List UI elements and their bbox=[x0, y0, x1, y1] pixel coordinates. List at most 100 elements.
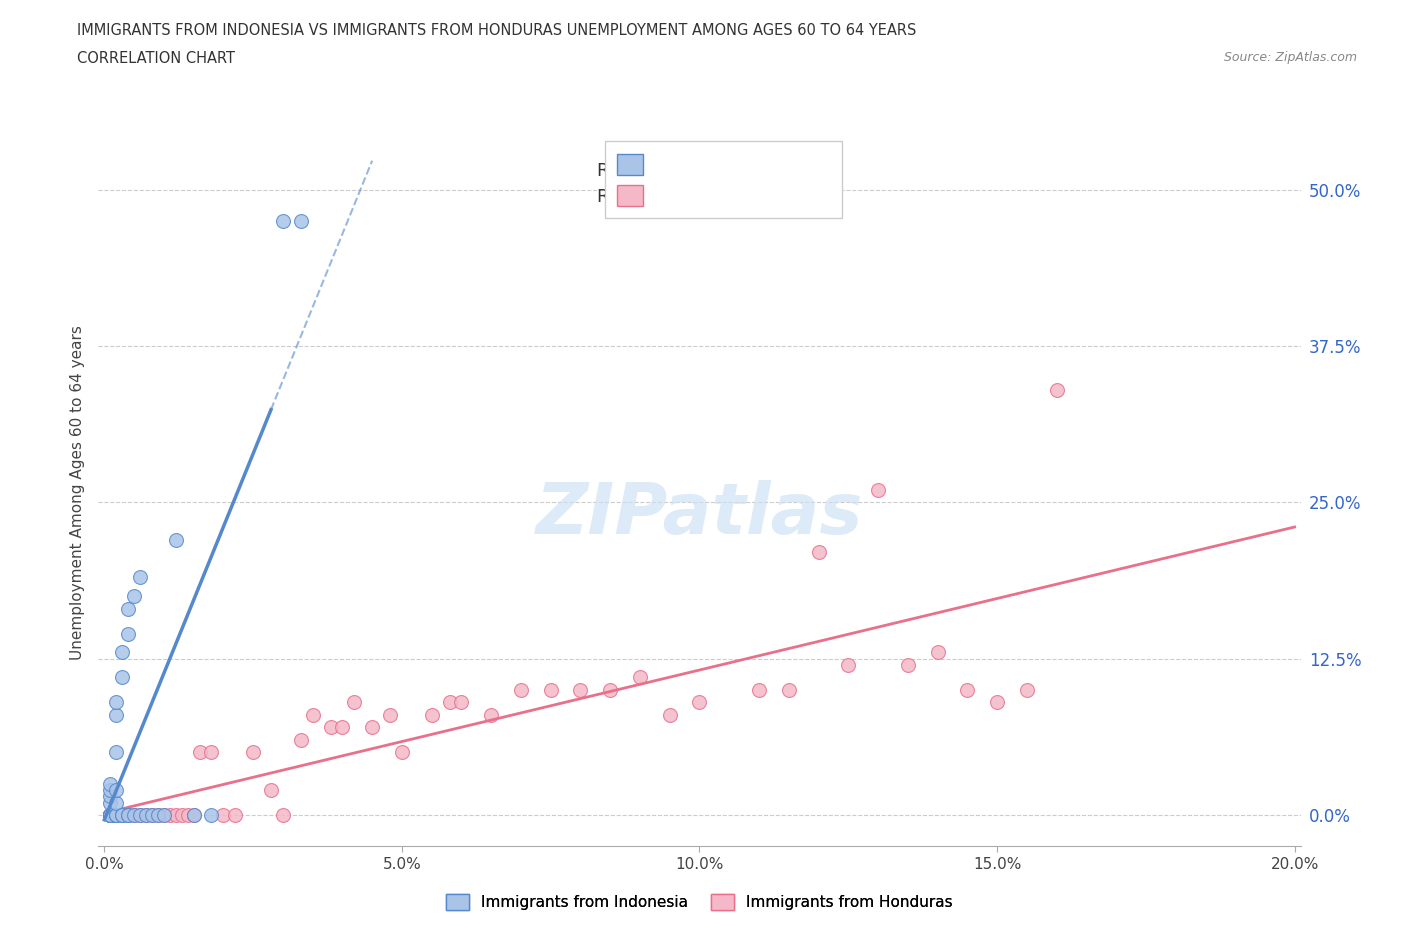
Point bbox=[212, 807, 235, 822]
Point bbox=[748, 683, 770, 698]
Point bbox=[141, 807, 163, 822]
Point bbox=[510, 683, 533, 698]
Text: ZIPatlas: ZIPatlas bbox=[536, 480, 863, 549]
Point bbox=[111, 645, 134, 660]
Point bbox=[105, 708, 128, 723]
Point bbox=[361, 720, 384, 735]
Point bbox=[153, 807, 176, 822]
Point bbox=[117, 807, 139, 822]
Point bbox=[439, 695, 461, 710]
Text: 52: 52 bbox=[735, 189, 761, 206]
Text: 0.483: 0.483 bbox=[638, 189, 695, 206]
Point bbox=[105, 782, 128, 797]
Point bbox=[98, 807, 121, 822]
Point bbox=[165, 807, 187, 822]
Point bbox=[837, 658, 859, 672]
Point bbox=[986, 695, 1008, 710]
Point bbox=[1045, 382, 1067, 397]
Point bbox=[628, 670, 651, 684]
Point bbox=[98, 807, 121, 822]
Point bbox=[301, 708, 323, 723]
Point bbox=[540, 683, 562, 698]
Point bbox=[271, 213, 294, 228]
Point bbox=[159, 807, 181, 822]
Text: N =: N = bbox=[689, 189, 740, 206]
Point bbox=[111, 807, 134, 822]
Point bbox=[807, 545, 830, 560]
Point bbox=[111, 670, 134, 684]
Text: 0.847: 0.847 bbox=[638, 163, 695, 180]
Point bbox=[122, 589, 145, 604]
Point bbox=[260, 782, 283, 797]
Point bbox=[111, 807, 134, 822]
Point bbox=[98, 807, 121, 822]
Point bbox=[688, 695, 710, 710]
Point bbox=[98, 807, 121, 822]
Point bbox=[135, 807, 157, 822]
Point bbox=[105, 795, 128, 810]
Point bbox=[105, 807, 128, 822]
Text: IMMIGRANTS FROM INDONESIA VS IMMIGRANTS FROM HONDURAS UNEMPLOYMENT AMONG AGES 60: IMMIGRANTS FROM INDONESIA VS IMMIGRANTS … bbox=[77, 23, 917, 38]
Point bbox=[420, 708, 443, 723]
Point bbox=[332, 720, 354, 735]
Text: CORRELATION CHART: CORRELATION CHART bbox=[77, 51, 235, 66]
Point bbox=[98, 789, 121, 804]
Point bbox=[927, 645, 949, 660]
Point bbox=[170, 807, 193, 822]
Point bbox=[105, 745, 128, 760]
Point bbox=[117, 807, 139, 822]
Point bbox=[98, 782, 121, 797]
Point bbox=[98, 807, 121, 822]
Point bbox=[569, 683, 592, 698]
Point bbox=[183, 807, 205, 822]
Point bbox=[183, 807, 205, 822]
Point bbox=[165, 532, 187, 547]
Point bbox=[1015, 683, 1038, 698]
Point bbox=[479, 708, 502, 723]
Y-axis label: Unemployment Among Ages 60 to 64 years: Unemployment Among Ages 60 to 64 years bbox=[69, 326, 84, 660]
Point bbox=[105, 695, 128, 710]
Point bbox=[599, 683, 621, 698]
Point bbox=[897, 658, 920, 672]
Point bbox=[200, 807, 222, 822]
Point bbox=[146, 807, 169, 822]
Point bbox=[129, 807, 152, 822]
Point bbox=[450, 695, 472, 710]
Point bbox=[105, 807, 128, 822]
Text: Source: ZipAtlas.com: Source: ZipAtlas.com bbox=[1223, 51, 1357, 64]
Point bbox=[98, 807, 121, 822]
Point bbox=[122, 807, 145, 822]
Point bbox=[200, 745, 222, 760]
Point bbox=[956, 683, 979, 698]
Point bbox=[117, 626, 139, 641]
Point bbox=[153, 807, 176, 822]
Point bbox=[135, 807, 157, 822]
Point bbox=[146, 807, 169, 822]
Point bbox=[129, 807, 152, 822]
Point bbox=[242, 745, 264, 760]
Point bbox=[378, 708, 401, 723]
Point bbox=[271, 807, 294, 822]
Point bbox=[290, 213, 312, 228]
Point bbox=[111, 807, 134, 822]
Point bbox=[224, 807, 246, 822]
Text: R =: R = bbox=[598, 189, 637, 206]
Point bbox=[105, 807, 128, 822]
Point bbox=[188, 745, 211, 760]
Point bbox=[98, 777, 121, 791]
Point bbox=[176, 807, 198, 822]
Point bbox=[117, 807, 139, 822]
Point bbox=[290, 733, 312, 748]
Point bbox=[141, 807, 163, 822]
Text: R =: R = bbox=[598, 163, 637, 180]
Point bbox=[98, 807, 121, 822]
Legend: Immigrants from Indonesia, Immigrants from Honduras: Immigrants from Indonesia, Immigrants fr… bbox=[440, 888, 959, 916]
Point bbox=[319, 720, 342, 735]
Point bbox=[391, 745, 413, 760]
Point bbox=[343, 695, 366, 710]
Point bbox=[117, 601, 139, 616]
Point bbox=[129, 570, 152, 585]
Point bbox=[105, 807, 128, 822]
Point bbox=[122, 807, 145, 822]
Text: N =: N = bbox=[689, 163, 740, 180]
